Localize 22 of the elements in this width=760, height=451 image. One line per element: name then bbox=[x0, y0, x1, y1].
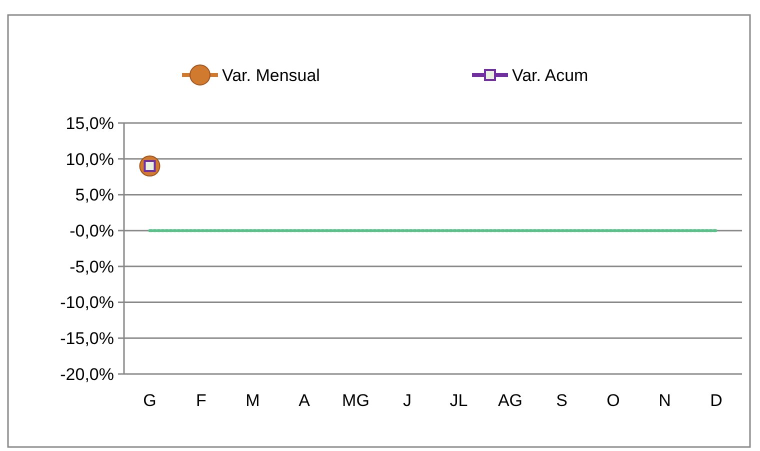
x-tick-label: M bbox=[246, 391, 260, 410]
x-tick-label: G bbox=[143, 391, 156, 410]
y-tick-label: 10,0% bbox=[66, 150, 114, 169]
y-tick-label: -5,0% bbox=[70, 257, 114, 276]
x-tick-label: N bbox=[658, 391, 671, 410]
x-tick-label: MG bbox=[342, 391, 370, 410]
y-tick-label: -15,0% bbox=[60, 329, 114, 348]
x-tick-label: S bbox=[556, 391, 568, 410]
legend-label: Var. Mensual bbox=[222, 66, 320, 85]
y-tick-label: 15,0% bbox=[66, 114, 114, 133]
legend-label: Var. Acum bbox=[512, 66, 588, 85]
y-tick-label: 5,0% bbox=[75, 186, 114, 205]
x-tick-label: JL bbox=[450, 391, 468, 410]
y-tick-label: -0,0% bbox=[70, 222, 114, 241]
y-tick-label: -10,0% bbox=[60, 293, 114, 312]
x-tick-label: D bbox=[710, 391, 722, 410]
y-tick-label: -20,0% bbox=[60, 364, 114, 384]
x-tick-label: J bbox=[403, 391, 412, 410]
x-tick-label: A bbox=[298, 391, 311, 410]
x-tick-label: AG bbox=[498, 391, 523, 410]
x-tick-label: F bbox=[196, 391, 206, 410]
x-tick-label: O bbox=[606, 391, 620, 410]
